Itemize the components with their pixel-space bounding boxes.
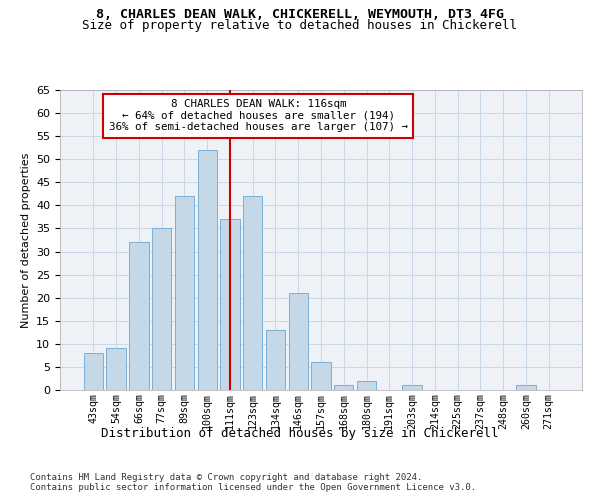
Text: Size of property relative to detached houses in Chickerell: Size of property relative to detached ho… — [83, 18, 517, 32]
Bar — [220, 219, 239, 390]
Bar — [311, 362, 331, 390]
Bar — [152, 228, 172, 390]
Bar — [266, 330, 285, 390]
Bar — [357, 381, 376, 390]
Bar — [516, 386, 536, 390]
Text: Contains HM Land Registry data © Crown copyright and database right 2024.: Contains HM Land Registry data © Crown c… — [30, 472, 422, 482]
Bar — [106, 348, 126, 390]
Bar — [243, 196, 262, 390]
Bar — [175, 196, 194, 390]
Bar — [129, 242, 149, 390]
Text: Distribution of detached houses by size in Chickerell: Distribution of detached houses by size … — [101, 428, 499, 440]
Bar — [197, 150, 217, 390]
Bar — [334, 386, 353, 390]
Bar — [289, 293, 308, 390]
Bar — [403, 386, 422, 390]
Text: 8, CHARLES DEAN WALK, CHICKERELL, WEYMOUTH, DT3 4FG: 8, CHARLES DEAN WALK, CHICKERELL, WEYMOU… — [96, 8, 504, 20]
Y-axis label: Number of detached properties: Number of detached properties — [20, 152, 31, 328]
Text: 8 CHARLES DEAN WALK: 116sqm
← 64% of detached houses are smaller (194)
36% of se: 8 CHARLES DEAN WALK: 116sqm ← 64% of det… — [109, 99, 408, 132]
Text: Contains public sector information licensed under the Open Government Licence v3: Contains public sector information licen… — [30, 482, 476, 492]
Bar — [84, 353, 103, 390]
